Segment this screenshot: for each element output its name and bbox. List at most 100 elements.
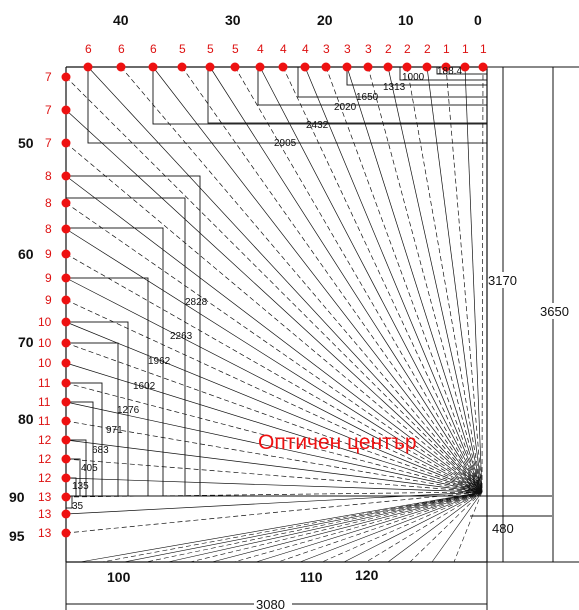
ray-line	[65, 228, 483, 493]
left-dot-label: 8	[45, 196, 52, 210]
top-dot-label: 2	[385, 42, 392, 56]
box-value-label: 2828	[185, 297, 208, 308]
box-value-label: 683	[92, 445, 109, 456]
top-dot	[148, 62, 158, 72]
top-dot	[321, 62, 331, 72]
ray-line	[65, 321, 483, 493]
ray-line	[259, 66, 483, 493]
ray-line	[167, 491, 483, 563]
ray-line	[152, 66, 483, 493]
box-value-label: 1276	[117, 405, 140, 416]
box-value-label: 2263	[170, 331, 193, 342]
box-value-label: 1313	[383, 82, 406, 93]
box-value-label: 1602	[133, 381, 156, 392]
angle-label-left: 50	[18, 135, 34, 151]
ray-line	[464, 66, 483, 493]
left-dot	[61, 454, 71, 464]
top-dot-label: 3	[344, 42, 351, 56]
box-value-label: 35	[72, 501, 84, 512]
left-dot-label: 13	[38, 526, 52, 540]
left-dot-label: 9	[45, 293, 52, 307]
left-dot	[61, 273, 71, 283]
left-dot	[61, 224, 71, 234]
dimension-box	[65, 197, 186, 497]
ray-line	[65, 277, 483, 493]
dimension-label-bg	[254, 597, 292, 610]
top-dot-label: 4	[257, 42, 264, 56]
left-dot	[61, 138, 71, 148]
ray-lines	[65, 66, 484, 563]
top-dot-label: 6	[118, 42, 125, 56]
angle-label-bottom: 110	[300, 569, 323, 585]
box-value-label: 1000	[402, 72, 425, 83]
ray-line	[79, 491, 483, 563]
left-dot-label: 11	[38, 414, 51, 428]
top-dot	[230, 62, 240, 72]
box-value-label: 2020	[334, 102, 357, 113]
ray-line	[65, 491, 483, 498]
left-dot	[61, 492, 71, 502]
ray-line	[409, 491, 483, 563]
top-dot-label: 2	[424, 42, 431, 56]
box-value-label: 2905	[274, 138, 297, 149]
top-dot	[402, 62, 412, 72]
left-dot	[61, 397, 71, 407]
left-dot	[61, 317, 71, 327]
ray-line	[321, 491, 483, 563]
left-dot-label: 7	[45, 103, 52, 117]
top-dot-label: 3	[323, 42, 330, 56]
left-dot-label: 11	[38, 395, 51, 409]
top-dot	[255, 62, 265, 72]
ray-line	[445, 66, 483, 493]
ray-line	[65, 202, 483, 493]
left-dot-label: 9	[45, 271, 52, 285]
angle-label-left: 80	[18, 411, 34, 427]
frame	[65, 66, 488, 563]
left-dot-label: 12	[38, 452, 52, 466]
ray-line	[233, 491, 483, 563]
dimension-label-3650: 3650	[540, 304, 569, 319]
top-dot	[460, 62, 470, 72]
left-dot-label: 12	[38, 433, 52, 447]
top-dot	[478, 62, 488, 72]
top-dot-label: 5	[179, 42, 186, 56]
top-dot-label: 6	[150, 42, 157, 56]
ray-line	[387, 66, 483, 493]
ray-line	[65, 420, 483, 493]
ray-line	[123, 491, 483, 563]
top-dot-label: 2	[404, 42, 411, 56]
left-dot	[61, 171, 71, 181]
angle-label-bottom: 100	[107, 569, 131, 585]
left-dot	[61, 435, 71, 445]
ray-line	[299, 491, 483, 563]
top-dot-label: 1	[480, 42, 487, 56]
angle-label-top: 40	[113, 12, 129, 28]
left-dot	[61, 338, 71, 348]
ray-line	[65, 76, 483, 493]
ray-line	[343, 491, 483, 563]
top-dot	[342, 62, 352, 72]
dimension-label-bg	[488, 272, 522, 288]
left-dot-label: 9	[45, 247, 52, 261]
left-dot	[61, 249, 71, 259]
dimension-label-bg	[540, 303, 574, 319]
top-dot	[177, 62, 187, 72]
dimension-label-3080: 3080	[256, 597, 285, 610]
left-dot	[61, 528, 71, 538]
top-dot-label: 5	[232, 42, 239, 56]
top-dot	[205, 62, 215, 72]
box-value-label: 1962	[148, 356, 171, 367]
ray-line	[65, 401, 483, 493]
top-dot-label: 4	[280, 42, 287, 56]
ray-line	[426, 66, 483, 493]
ray-line	[325, 66, 483, 493]
left-dot	[61, 473, 71, 483]
dimension-label-3170: 3170	[488, 273, 517, 288]
top-dot	[300, 62, 310, 72]
top-dot	[383, 62, 393, 72]
ray-line	[211, 491, 483, 563]
ray-line	[65, 439, 483, 493]
ray-line	[481, 66, 484, 493]
angle-label-top: 0	[474, 12, 482, 28]
top-dot	[422, 62, 432, 72]
